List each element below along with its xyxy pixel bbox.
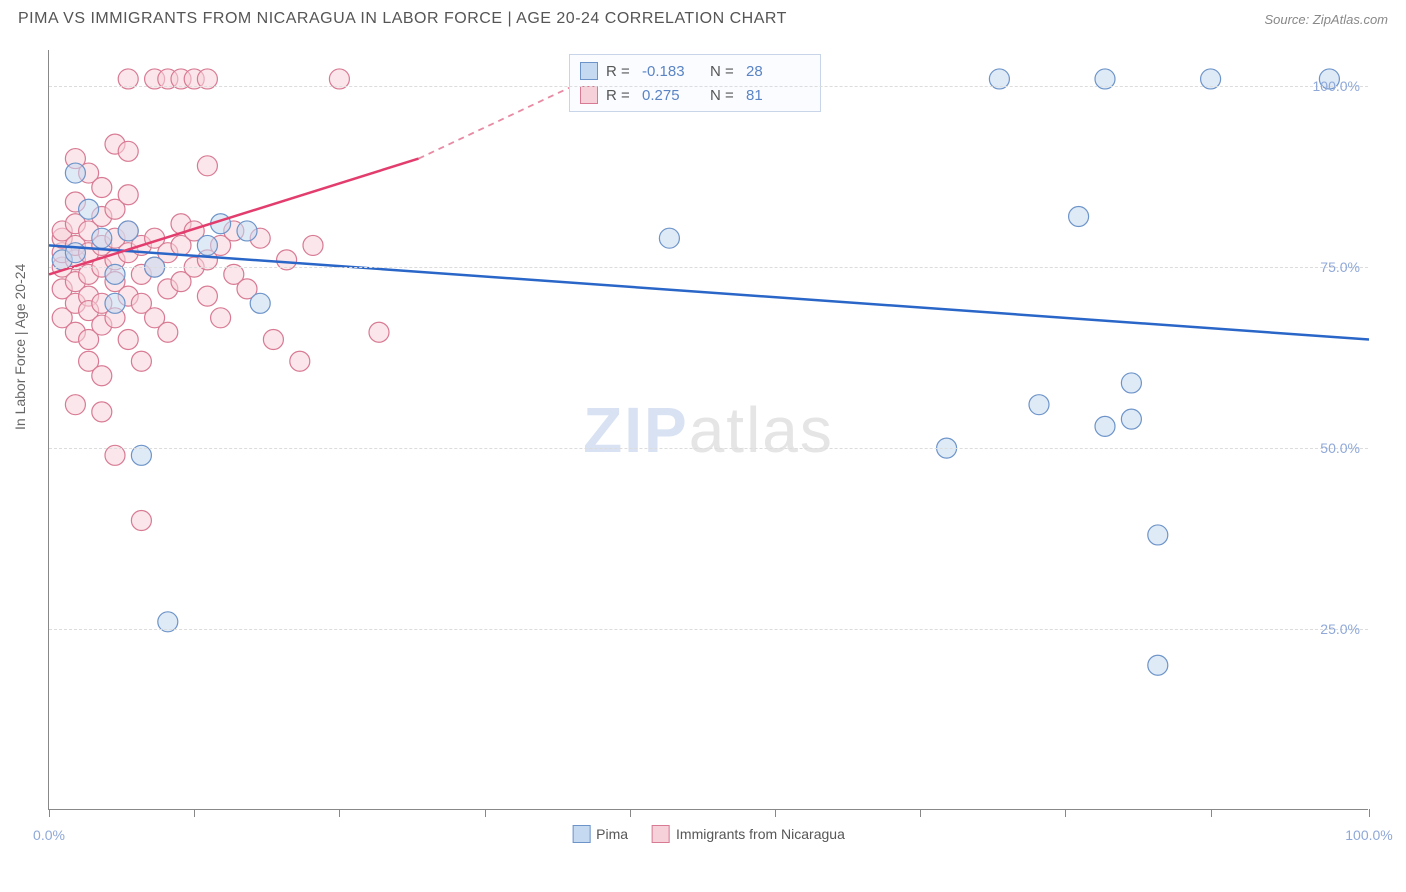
scatter-point [369,322,389,342]
scatter-point [197,235,217,255]
scatter-point [79,199,99,219]
watermark-part2: atlas [689,394,834,466]
r-label: R = [606,87,634,104]
x-tick [1369,809,1370,817]
stats-row: R = -0.183 N = 28 [580,59,806,83]
y-axis-label: In Labor Force | Age 20-24 [12,264,28,430]
scatter-point [290,351,310,371]
source-label: Source: ZipAtlas.com [1264,12,1388,27]
n-label: N = [710,87,738,104]
n-value: 81 [746,87,806,104]
scatter-point [158,322,178,342]
legend-item: Pima [572,825,628,843]
scatter-point [65,395,85,415]
x-tick [194,809,195,817]
scatter-point [303,235,323,255]
scatter-point [263,330,283,350]
scatter-point [92,402,112,422]
scatter-point [1095,416,1115,436]
scatter-point [92,366,112,386]
scatter-point [105,293,125,313]
gridline [49,86,1368,87]
x-tick [1211,809,1212,817]
scatter-point [1069,206,1089,226]
scatter-point [211,308,231,328]
y-tick-label: 100.0% [1313,78,1360,94]
scatter-point [659,228,679,248]
stats-legend: R = -0.183 N = 28 R = 0.275 N = 81 [569,54,821,112]
scatter-point [237,221,257,241]
series-legend: Pima Immigrants from Nicaragua [572,825,845,843]
legend-label: Immigrants from Nicaragua [676,826,845,842]
x-tick [339,809,340,817]
scatter-point [118,141,138,161]
chart-title: PIMA VS IMMIGRANTS FROM NICARAGUA IN LAB… [18,10,787,28]
scatter-point [92,178,112,198]
r-value: 0.275 [642,87,702,104]
scatter-point [1148,525,1168,545]
scatter-svg [49,50,349,200]
y-tick-label: 75.0% [1320,259,1360,275]
gridline [49,267,1368,268]
watermark: ZIPatlas [583,393,834,467]
swatch-icon [580,86,598,104]
scatter-point [1148,655,1168,675]
scatter-point [1029,395,1049,415]
scatter-point [1121,373,1141,393]
x-tick [630,809,631,817]
x-tick [775,809,776,817]
title-bar: PIMA VS IMMIGRANTS FROM NICARAGUA IN LAB… [0,0,1406,34]
scatter-point [65,163,85,183]
x-tick-label: 0.0% [33,827,65,843]
scatter-point [92,228,112,248]
gridline [49,448,1368,449]
legend-item: Immigrants from Nicaragua [652,825,845,843]
scatter-point [118,185,138,205]
scatter-point [250,293,270,313]
x-tick [485,809,486,817]
scatter-point [118,221,138,241]
scatter-point [118,330,138,350]
legend-label: Pima [596,826,628,842]
watermark-part1: ZIP [583,394,689,466]
y-tick-label: 25.0% [1320,621,1360,637]
swatch-icon [580,62,598,80]
scatter-point [197,156,217,176]
r-label: R = [606,63,634,80]
x-tick [49,809,50,817]
scatter-point [131,510,151,530]
x-tick [920,809,921,817]
scatter-point [197,286,217,306]
gridline [49,629,1368,630]
r-value: -0.183 [642,63,702,80]
x-tick [1065,809,1066,817]
swatch-icon [572,825,590,843]
scatter-point [131,351,151,371]
plot-area: ZIPatlas R = -0.183 N = 28 R = 0.275 N =… [48,50,1368,810]
y-tick-label: 50.0% [1320,440,1360,456]
scatter-point [1121,409,1141,429]
x-tick-label: 100.0% [1345,827,1392,843]
n-label: N = [710,63,738,80]
n-value: 28 [746,63,806,80]
swatch-icon [652,825,670,843]
